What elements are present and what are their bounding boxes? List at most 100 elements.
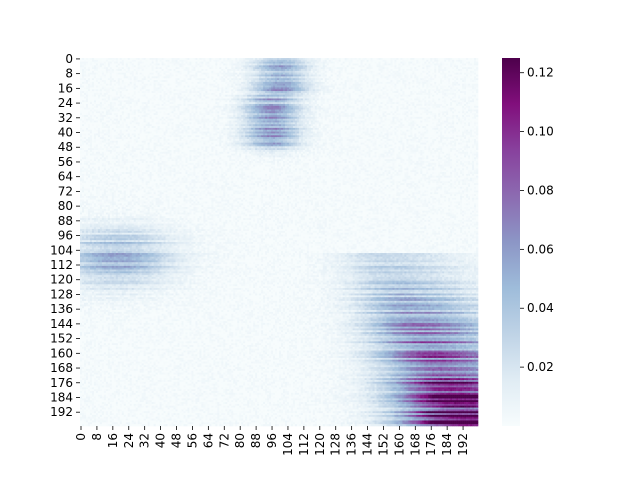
heatmap-cell	[257, 67, 259, 69]
heatmap-cell	[426, 60, 428, 62]
heatmap-cell	[454, 87, 456, 89]
heatmap-cell	[400, 78, 402, 80]
heatmap-cell	[392, 71, 394, 73]
heatmap-cell	[418, 95, 420, 97]
heatmap-cell	[456, 95, 458, 97]
heatmap-cell	[126, 91, 128, 93]
heatmap-cell	[162, 87, 164, 89]
heatmap-cell	[158, 58, 160, 60]
heatmap-cell	[86, 64, 88, 66]
heatmap-cell	[436, 76, 438, 78]
heatmap-cell	[148, 62, 150, 64]
heatmap-cell	[233, 86, 235, 88]
heatmap-cell	[265, 91, 267, 93]
heatmap-cell	[279, 58, 281, 60]
heatmap-cell	[118, 64, 120, 66]
heatmap-cell	[124, 95, 126, 97]
heatmap-cell	[128, 89, 130, 91]
heatmap-cell	[158, 65, 160, 67]
heatmap-cell	[416, 78, 418, 80]
heatmap-cell	[114, 67, 116, 69]
heatmap-cell	[466, 82, 468, 84]
heatmap-cell	[176, 75, 178, 77]
heatmap-cell	[180, 67, 182, 69]
heatmap-cell	[185, 80, 187, 82]
heatmap-cell	[432, 97, 434, 99]
heatmap-cell	[116, 98, 118, 100]
heatmap-cell	[305, 76, 307, 78]
heatmap-cell	[311, 75, 313, 77]
heatmap-cell	[249, 73, 251, 75]
heatmap-cell	[291, 62, 293, 64]
heatmap-cell	[134, 75, 136, 77]
heatmap-cell	[458, 58, 460, 60]
heatmap-cell	[416, 95, 418, 97]
heatmap-cell	[92, 86, 94, 88]
heatmap-cell	[174, 73, 176, 75]
heatmap-cell	[293, 93, 295, 95]
heatmap-cell	[193, 58, 195, 60]
heatmap-cell	[390, 67, 392, 69]
heatmap-cell	[104, 95, 106, 97]
heatmap-cell	[458, 60, 460, 62]
heatmap-cell	[187, 67, 189, 69]
heatmap-cell	[291, 80, 293, 82]
heatmap-cell	[257, 69, 259, 71]
heatmap-cell	[243, 82, 245, 84]
heatmap-cell	[327, 91, 329, 93]
heatmap-cell	[104, 67, 106, 69]
heatmap-cell	[261, 69, 263, 71]
heatmap-cell	[235, 93, 237, 95]
heatmap-cell	[172, 75, 174, 77]
heatmap-cell	[454, 76, 456, 78]
heatmap-cell	[335, 87, 337, 89]
heatmap-cell	[237, 86, 239, 88]
heatmap-cell	[442, 69, 444, 71]
heatmap-cell	[343, 97, 345, 99]
heatmap-cell	[166, 82, 168, 84]
heatmap-cell	[414, 71, 416, 73]
heatmap-cell	[357, 95, 359, 97]
heatmap-cell	[152, 76, 154, 78]
heatmap-cell	[271, 71, 273, 73]
heatmap-cell	[442, 64, 444, 66]
heatmap-cell	[472, 89, 474, 91]
heatmap-cell	[88, 93, 90, 95]
heatmap-cell	[251, 64, 253, 66]
heatmap-cell	[404, 82, 406, 84]
heatmap-cell	[432, 60, 434, 62]
heatmap-cell	[440, 76, 442, 78]
heatmap-cell	[414, 60, 416, 62]
heatmap-cell	[164, 91, 166, 93]
heatmap-cell	[319, 86, 321, 88]
heatmap-cell	[197, 86, 199, 88]
heatmap-cell	[335, 71, 337, 73]
heatmap-cell	[299, 95, 301, 97]
heatmap-cell	[162, 89, 164, 91]
heatmap-cell	[470, 75, 472, 77]
heatmap-cell	[277, 82, 279, 84]
heatmap-cell	[396, 60, 398, 62]
heatmap-cell	[203, 73, 205, 75]
heatmap-cell	[291, 58, 293, 60]
heatmap-cell	[259, 82, 261, 84]
heatmap-cell	[152, 87, 154, 89]
heatmap-cell	[199, 91, 201, 93]
heatmap-cell	[474, 82, 476, 84]
heatmap-cell	[426, 71, 428, 73]
heatmap-cell	[154, 82, 156, 84]
heatmap-cell	[474, 84, 476, 86]
heatmap-cell	[223, 93, 225, 95]
heatmap-cell	[293, 86, 295, 88]
heatmap-cell	[180, 89, 182, 91]
heatmap-cell	[144, 60, 146, 62]
heatmap-cell	[124, 64, 126, 66]
heatmap-cell	[102, 80, 104, 82]
heatmap-cell	[213, 76, 215, 78]
heatmap-cell	[170, 87, 172, 89]
heatmap-cell	[434, 58, 436, 60]
heatmap-cell	[323, 58, 325, 60]
heatmap-cell	[166, 73, 168, 75]
heatmap-cell	[434, 78, 436, 80]
heatmap-cell	[365, 95, 367, 97]
